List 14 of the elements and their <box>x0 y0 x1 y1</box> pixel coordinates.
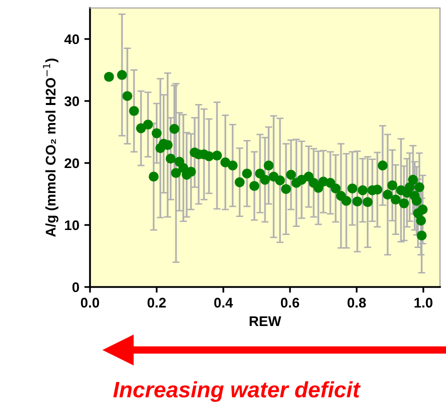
y-tick-label: 10 <box>65 220 80 230</box>
x-tick-label: 0.0 <box>80 298 100 308</box>
text: Increasing water deficit <box>113 381 361 402</box>
y-tick-label: 40 <box>64 34 80 44</box>
y-axis-title: A/g (mmol CO₂ mol H2O$^{−1}$) <box>43 58 58 237</box>
x-tick-label: 1.0 <box>414 298 432 308</box>
y-tick-label: 0 <box>72 282 80 292</box>
x-axis-title: REW <box>250 316 282 326</box>
x-tick-label: 0.4 <box>214 298 233 308</box>
x-tick-label: 0.6 <box>280 298 300 308</box>
x-tick-label: 0.2 <box>148 298 166 308</box>
y-tick-label: 30 <box>64 96 80 106</box>
x-tick-label: 0.8 <box>348 298 366 308</box>
y-tick-label: 20 <box>64 158 80 168</box>
